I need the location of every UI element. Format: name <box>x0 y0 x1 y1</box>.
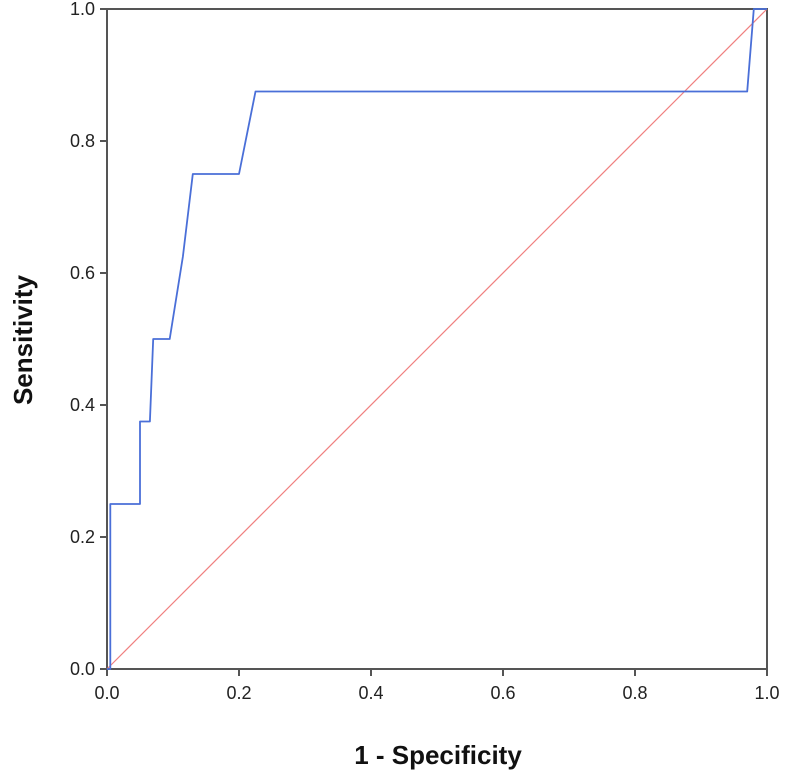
y-tick-label: 0.2 <box>70 527 95 547</box>
x-tick-label: 1.0 <box>754 683 779 703</box>
x-tick-label: 0.8 <box>622 683 647 703</box>
y-tick-label: 1.0 <box>70 0 95 19</box>
reference-diagonal-line <box>106 8 768 670</box>
y-tick-label: 0.0 <box>70 659 95 679</box>
y-tick-label: 0.8 <box>70 131 95 151</box>
x-tick-label: 0.4 <box>358 683 383 703</box>
series-layer <box>106 8 768 670</box>
x-tick-label: 0.2 <box>226 683 251 703</box>
y-tick-label: 0.4 <box>70 395 95 415</box>
x-tick-label: 0.6 <box>490 683 515 703</box>
y-axis-title: Sensitivity <box>8 274 38 405</box>
x-axis-title: 1 - Specificity <box>354 740 522 770</box>
x-tick-label: 0.0 <box>94 683 119 703</box>
y-tick-label: 0.6 <box>70 263 95 283</box>
x-axis: 0.0 0.2 0.4 0.6 0.8 1.0 <box>94 669 780 703</box>
y-axis: 0.0 0.2 0.4 0.6 0.8 1.0 <box>70 0 107 679</box>
roc-curve-line <box>107 8 767 670</box>
